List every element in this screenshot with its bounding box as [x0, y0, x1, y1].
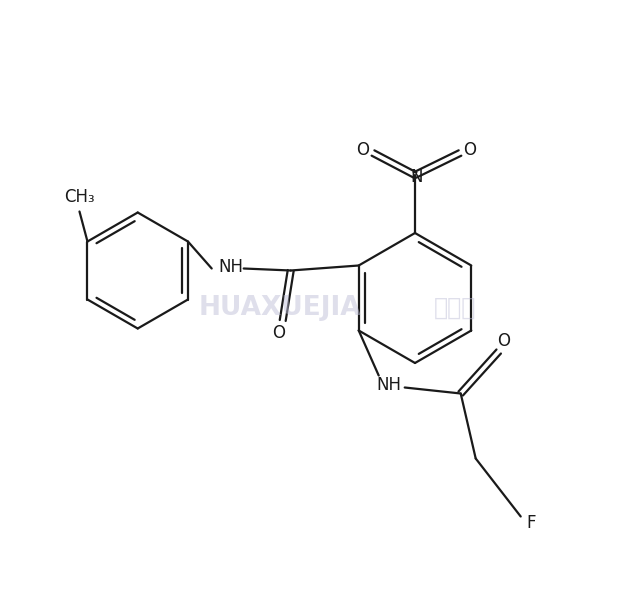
Text: O: O [356, 141, 370, 159]
Text: CH₃: CH₃ [64, 188, 95, 206]
Text: HUAXUEJIA: HUAXUEJIA [198, 295, 361, 321]
Text: F: F [526, 514, 536, 532]
Text: NH: NH [376, 377, 401, 395]
Text: N: N [411, 168, 424, 186]
Text: 化学加: 化学加 [434, 296, 476, 320]
Text: NH: NH [218, 257, 243, 275]
Text: O: O [272, 323, 285, 341]
Text: O: O [463, 141, 477, 159]
Text: O: O [497, 332, 510, 350]
